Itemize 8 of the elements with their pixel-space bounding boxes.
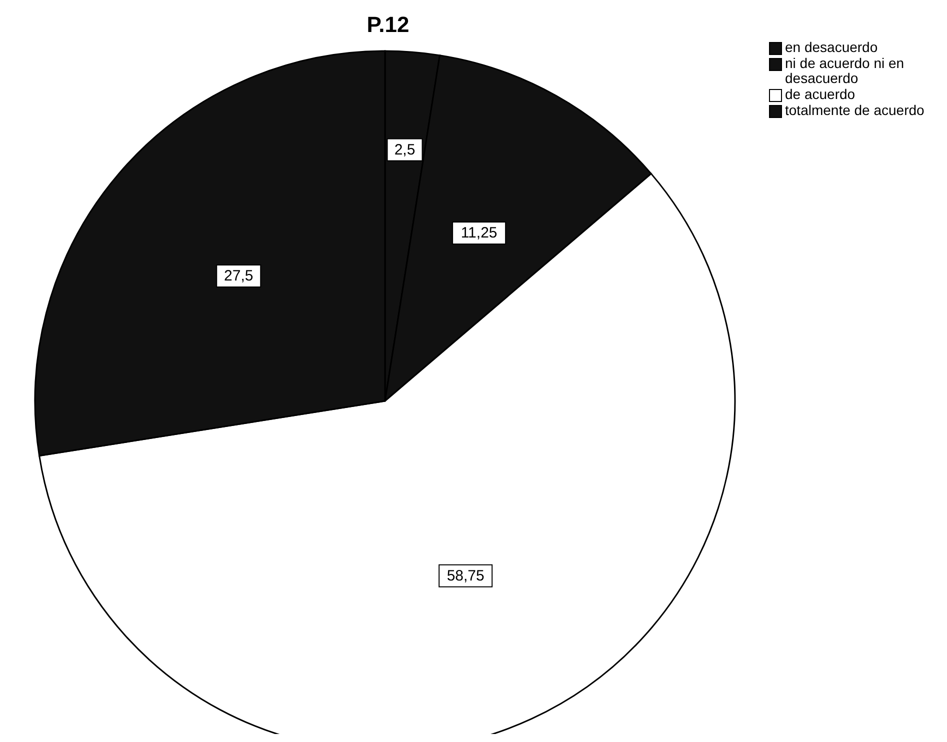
legend-label: de acuerdo (785, 86, 856, 102)
chart-title: P.12 (366, 12, 410, 38)
legend-label: totalmente de acuerdo (785, 102, 924, 118)
data-label: 2,5 (394, 141, 416, 158)
data-label: 11,25 (460, 224, 498, 242)
legend-label: en desacuerdo (785, 39, 878, 55)
data-label: 58,75 (446, 567, 484, 584)
data-label: 27,5 (224, 267, 254, 284)
